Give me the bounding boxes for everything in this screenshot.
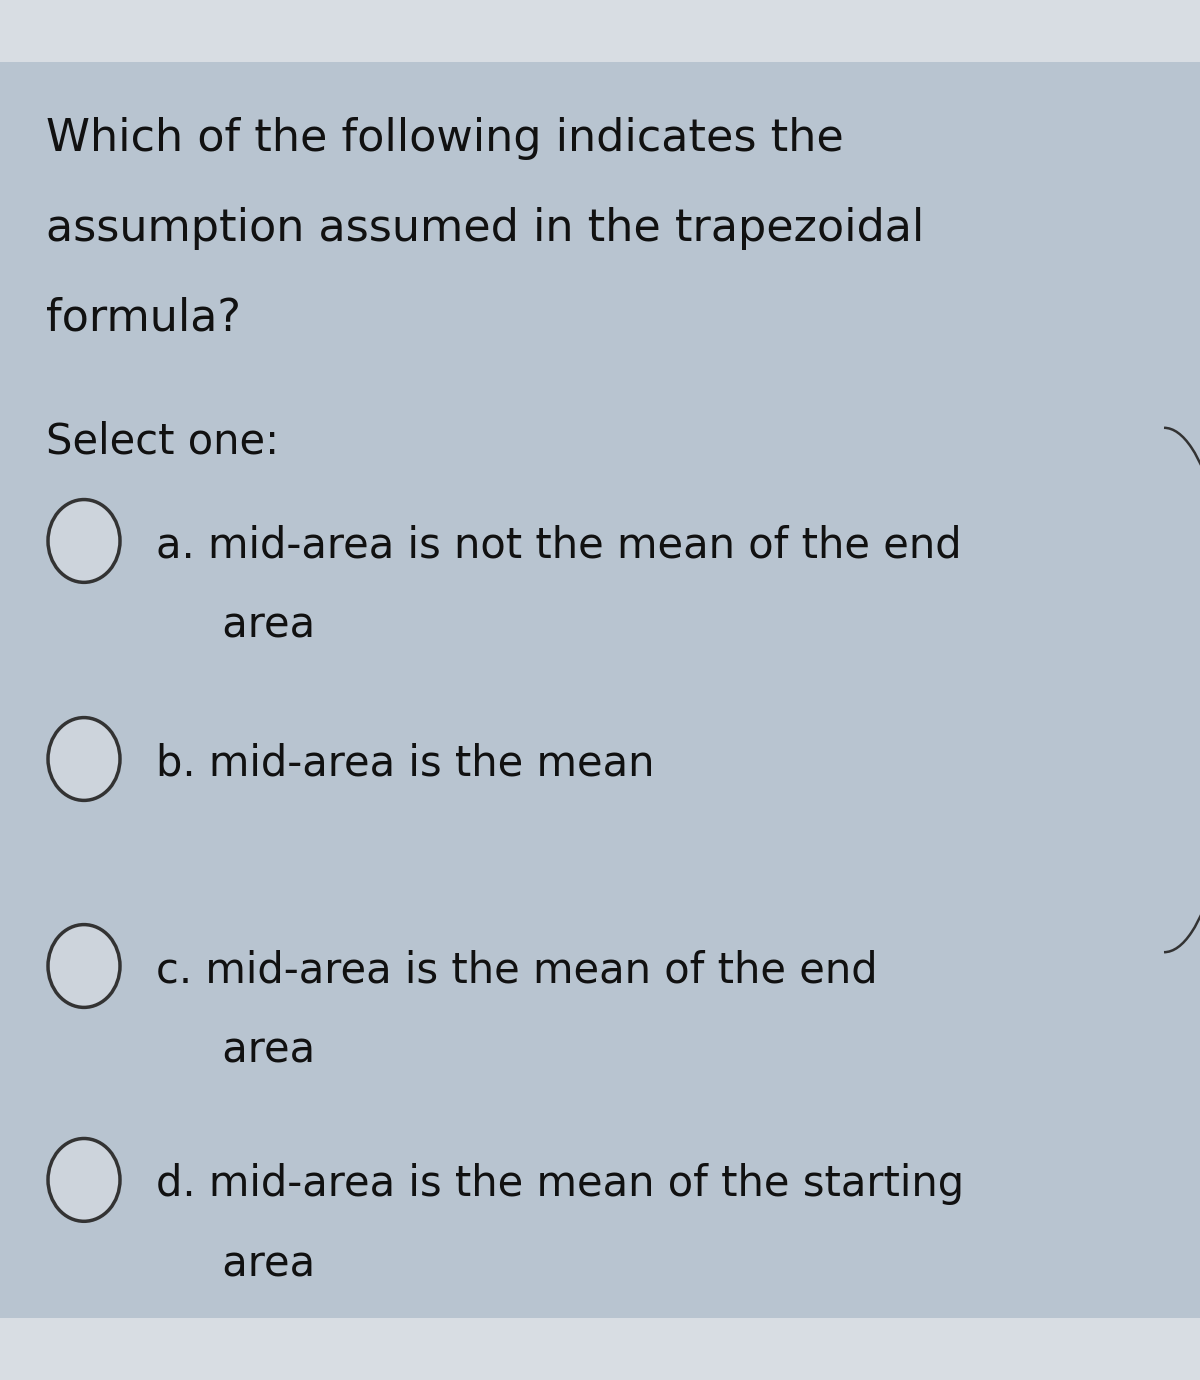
Text: d. mid-area is the mean of the starting: d. mid-area is the mean of the starting — [156, 1163, 964, 1205]
Text: Which of the following indicates the: Which of the following indicates the — [46, 117, 844, 160]
Text: Select one:: Select one: — [46, 421, 278, 462]
FancyBboxPatch shape — [0, 0, 1200, 62]
Circle shape — [48, 718, 120, 800]
Text: assumption assumed in the trapezoidal: assumption assumed in the trapezoidal — [46, 207, 924, 250]
Text: area: area — [156, 604, 316, 646]
Text: a. mid-area is not the mean of the end: a. mid-area is not the mean of the end — [156, 524, 961, 566]
Text: b. mid-area is the mean: b. mid-area is the mean — [156, 742, 654, 784]
Circle shape — [48, 925, 120, 1007]
FancyBboxPatch shape — [0, 1318, 1200, 1380]
Text: formula?: formula? — [46, 297, 240, 339]
Text: area: area — [156, 1029, 316, 1071]
Circle shape — [48, 1138, 120, 1221]
Circle shape — [48, 500, 120, 582]
Text: c. mid-area is the mean of the end: c. mid-area is the mean of the end — [156, 949, 877, 991]
Text: area: area — [156, 1243, 316, 1285]
